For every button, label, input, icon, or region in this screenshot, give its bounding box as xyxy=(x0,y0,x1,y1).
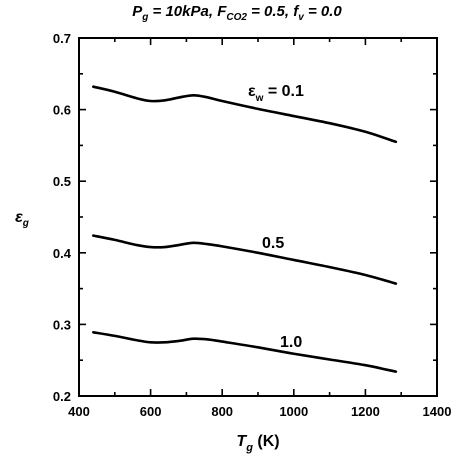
x-axis-label: Tg (K) xyxy=(236,433,279,454)
series-label-0: εw = 0.1 xyxy=(248,83,304,104)
series-line-2 xyxy=(92,330,398,373)
axis-ticks xyxy=(78,37,438,397)
x-tick-label: 1000 xyxy=(279,404,308,419)
y-tick-label: 0.5 xyxy=(53,174,71,189)
y-tick-label: 0.2 xyxy=(53,389,71,404)
series-label-2: 1.0 xyxy=(280,334,302,351)
y-tick-label: 0.6 xyxy=(53,103,71,118)
y-tick-label: 0.7 xyxy=(53,31,71,46)
x-tick-label: 800 xyxy=(211,404,233,419)
x-tick-label: 1200 xyxy=(351,404,380,419)
x-tick-label: 600 xyxy=(140,404,162,419)
series-line-1 xyxy=(92,234,398,285)
series-label-1: 0.5 xyxy=(262,235,284,252)
y-axis-label: εg xyxy=(15,209,29,229)
tick-labels: 400 600 800 1000 1200 1400 0.2 0.3 0.4 0.5 0.6 0.7 xyxy=(53,31,452,419)
chart-title: Pg = 10kPa, FCO2 = 0.5, fv = 0.0 xyxy=(132,3,342,23)
x-tick-label: 400 xyxy=(68,404,90,419)
series-group xyxy=(92,85,398,373)
x-tick-label: 1400 xyxy=(423,404,452,419)
y-tick-label: 0.4 xyxy=(53,246,72,261)
y-tick-label: 0.3 xyxy=(53,317,71,332)
plot-frame xyxy=(78,37,438,397)
series-line-0 xyxy=(92,85,398,144)
